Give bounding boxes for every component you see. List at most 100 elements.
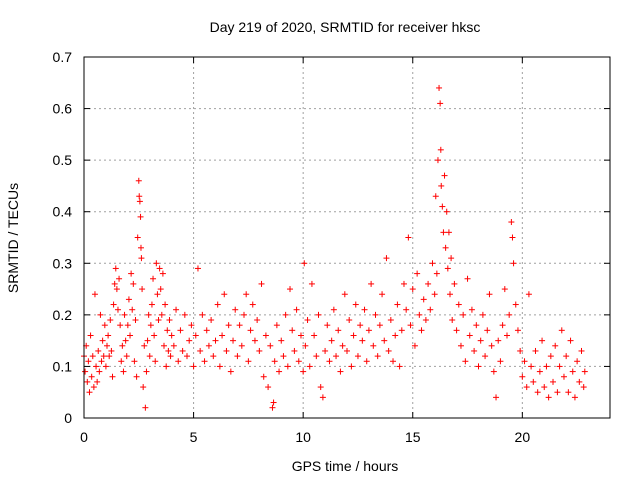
data-point — [411, 342, 418, 349]
data-point — [479, 311, 486, 318]
data-point — [131, 358, 138, 365]
data-point — [156, 265, 163, 272]
data-point — [135, 177, 142, 184]
data-point — [418, 327, 425, 334]
data-point — [503, 332, 510, 339]
points-layer — [81, 84, 588, 411]
data-point — [99, 337, 106, 344]
data-point — [282, 311, 289, 318]
data-point — [437, 146, 444, 153]
data-point — [438, 182, 445, 189]
data-point — [346, 317, 353, 324]
data-point — [387, 317, 394, 324]
data-point — [528, 363, 535, 370]
data-point — [132, 317, 139, 324]
data-point — [158, 311, 165, 318]
data-point — [101, 322, 108, 329]
data-point — [330, 306, 337, 313]
data-point — [139, 286, 146, 293]
data-point — [475, 363, 482, 370]
data-point — [145, 311, 152, 318]
data-point — [111, 280, 118, 287]
data-point — [300, 368, 307, 375]
data-point — [394, 301, 401, 308]
data-point — [167, 353, 174, 360]
data-point — [140, 384, 147, 391]
data-point — [468, 306, 475, 313]
data-point — [197, 347, 204, 354]
data-point — [134, 234, 141, 241]
data-point — [448, 255, 455, 262]
data-point — [376, 322, 383, 329]
data-point — [525, 291, 532, 298]
data-point — [184, 353, 191, 360]
y-tick-label: 0.7 — [53, 49, 73, 65]
data-point — [361, 306, 368, 313]
data-point — [113, 286, 120, 293]
data-point — [245, 358, 252, 365]
data-point — [545, 394, 552, 401]
data-point — [398, 327, 405, 334]
data-point — [457, 342, 464, 349]
x-tick-label: 15 — [405, 429, 421, 445]
data-point — [86, 389, 93, 396]
data-point — [433, 270, 440, 277]
data-point — [267, 342, 274, 349]
data-point — [311, 332, 318, 339]
data-point — [350, 332, 357, 339]
data-point — [493, 394, 500, 401]
data-point — [317, 384, 324, 391]
data-point — [151, 332, 158, 339]
data-point — [150, 275, 157, 282]
data-point — [258, 280, 265, 287]
data-point — [159, 270, 166, 277]
data-point — [460, 311, 467, 318]
data-point — [82, 368, 89, 375]
data-point — [506, 311, 513, 318]
data-point — [85, 358, 92, 365]
data-point — [203, 327, 210, 334]
data-point — [569, 368, 576, 375]
data-point — [160, 342, 167, 349]
y-tick-label: 0.5 — [53, 152, 73, 168]
data-point — [576, 378, 583, 385]
y-tick-label: 0.4 — [53, 204, 73, 220]
y-tick-label: 0 — [64, 410, 72, 426]
data-point — [543, 363, 550, 370]
data-point — [102, 363, 109, 370]
data-point — [556, 363, 563, 370]
data-point — [499, 322, 506, 329]
data-point — [383, 255, 390, 262]
data-point — [308, 280, 315, 287]
data-point — [365, 327, 372, 334]
x-tick-label: 20 — [515, 429, 531, 445]
data-point — [194, 265, 201, 272]
data-point — [97, 311, 104, 318]
data-point — [514, 327, 521, 334]
data-point — [447, 291, 454, 298]
data-point — [442, 244, 449, 251]
data-point — [230, 337, 237, 344]
data-point — [100, 353, 107, 360]
x-tick-label: 5 — [190, 429, 198, 445]
data-point — [256, 347, 263, 354]
data-point — [84, 378, 91, 385]
data-point — [96, 368, 103, 375]
data-point — [405, 234, 412, 241]
data-point — [357, 322, 364, 329]
data-point — [444, 265, 451, 272]
data-point — [521, 358, 528, 365]
data-point — [484, 327, 491, 334]
data-point — [119, 342, 126, 349]
data-point — [425, 280, 432, 287]
data-point — [547, 353, 554, 360]
data-point — [236, 322, 243, 329]
data-point — [208, 317, 215, 324]
data-point — [409, 286, 416, 293]
data-point — [523, 384, 530, 391]
data-point — [550, 378, 557, 385]
data-point — [214, 301, 221, 308]
data-point — [455, 301, 462, 308]
data-point — [302, 342, 309, 349]
